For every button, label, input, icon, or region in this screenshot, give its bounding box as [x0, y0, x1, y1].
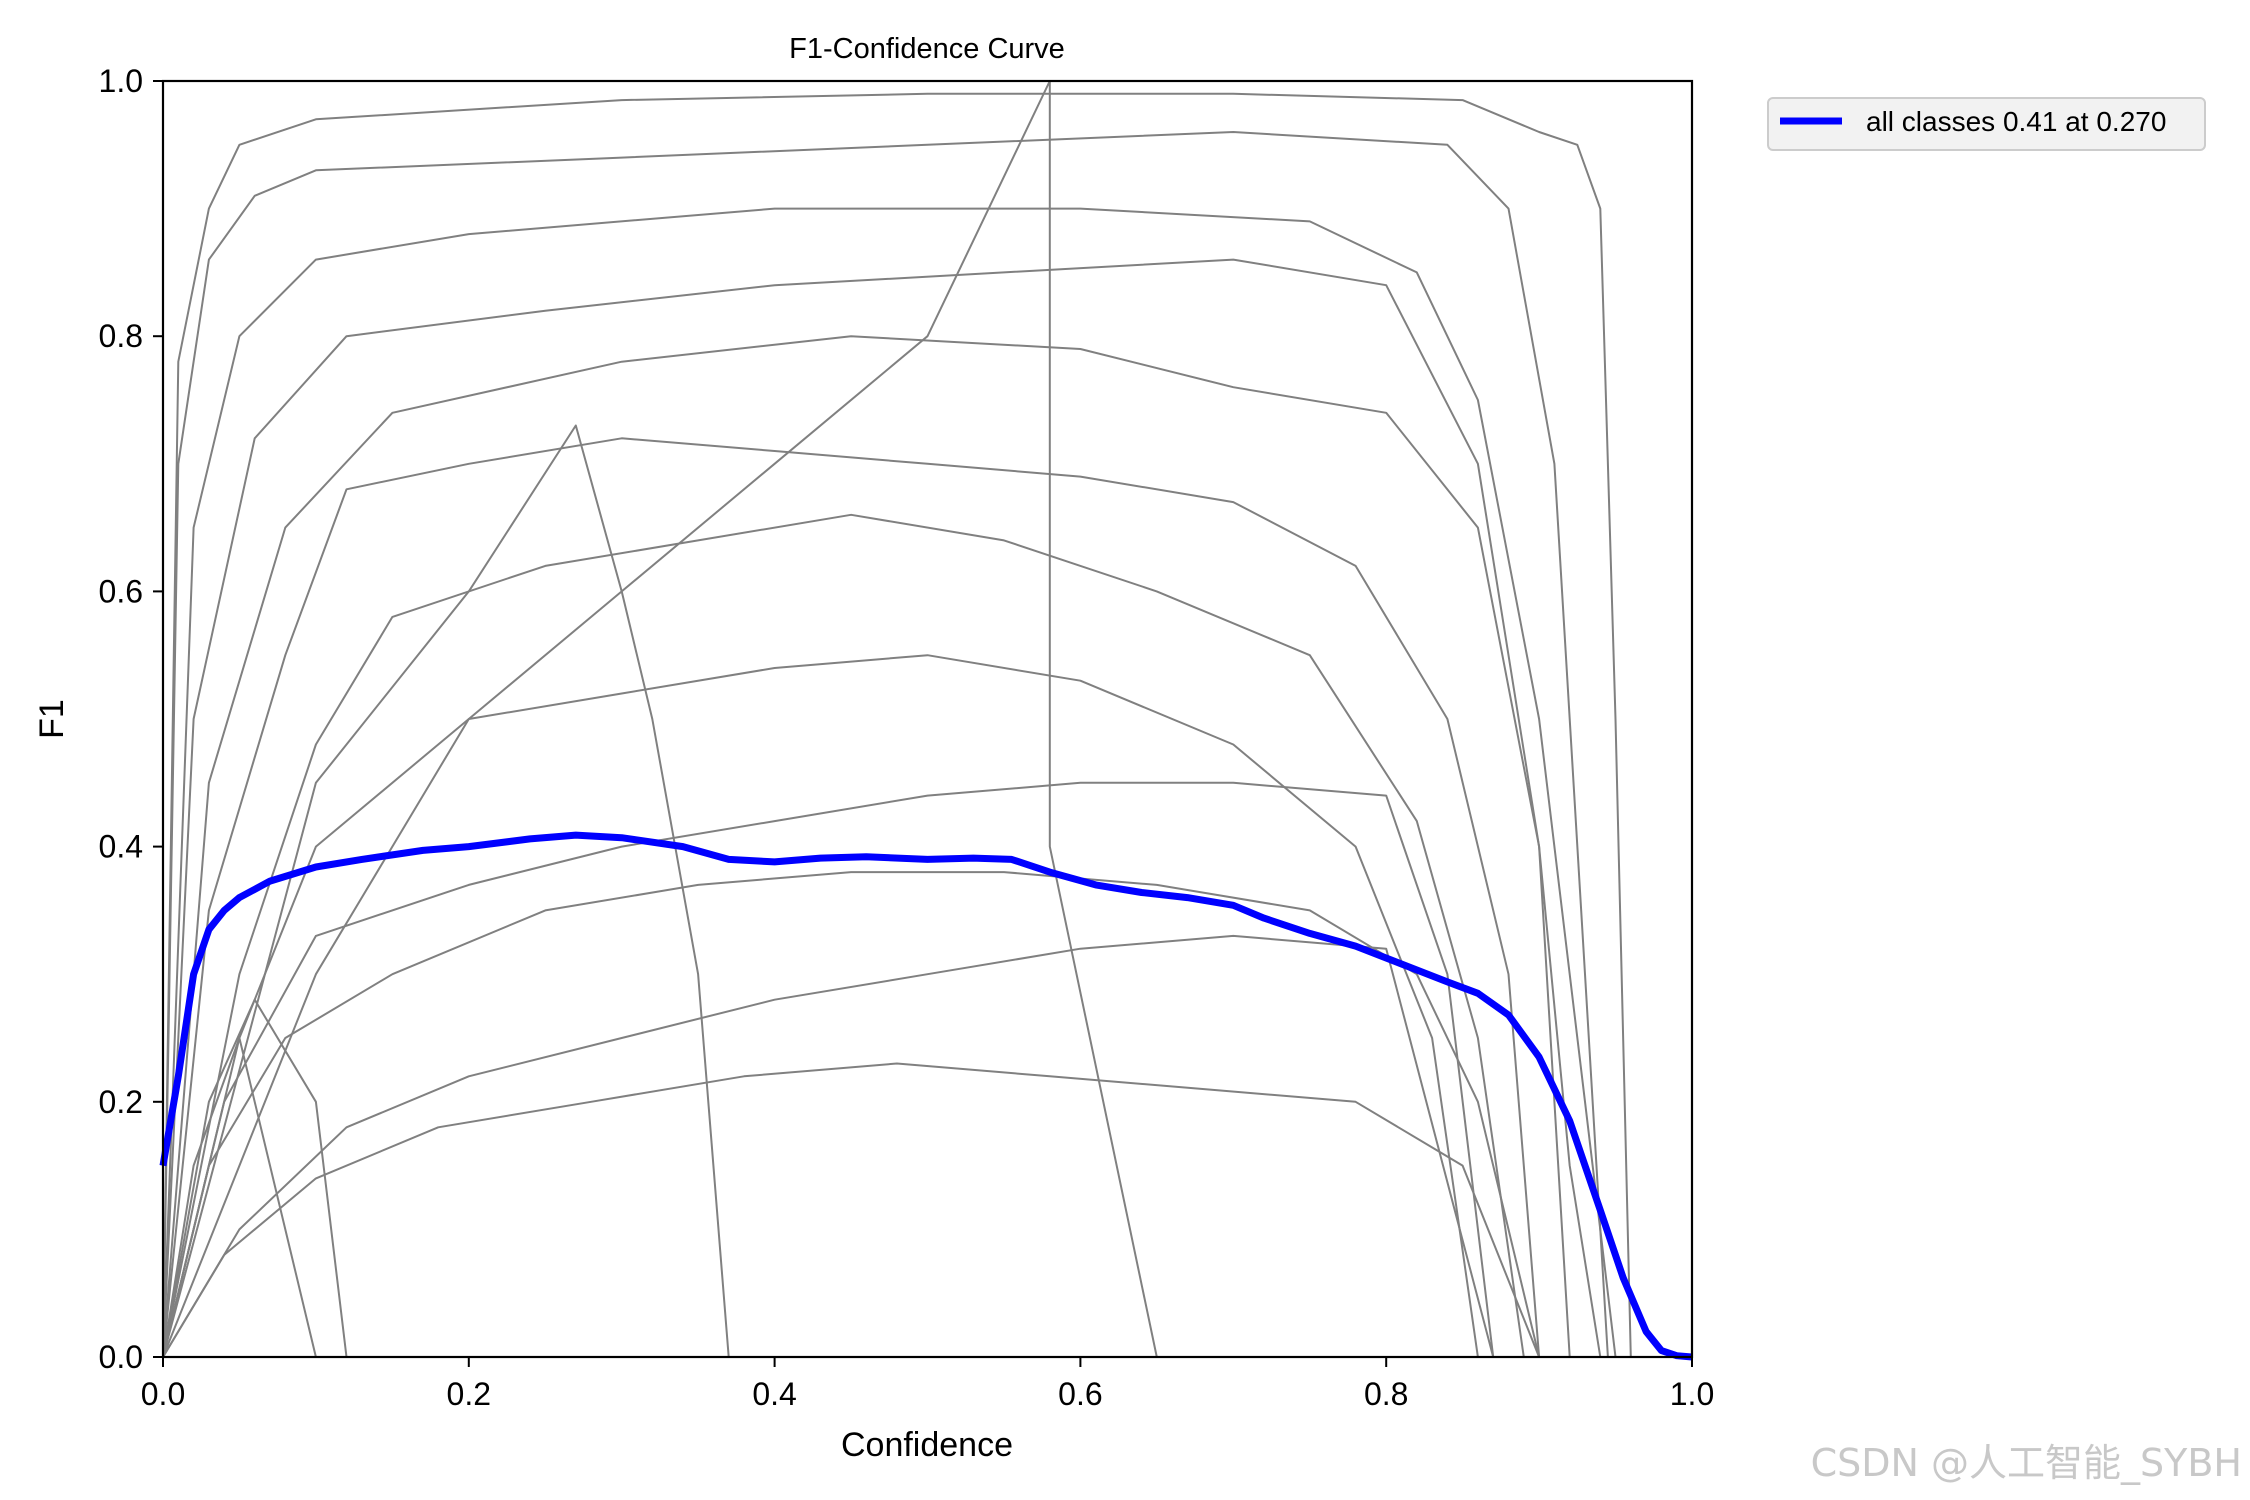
y-axis-label: F1	[33, 699, 71, 739]
legend-box	[1767, 97, 2206, 151]
x-tick-label: 0.2	[447, 1376, 491, 1412]
x-tick-label: 0.8	[1364, 1376, 1408, 1412]
x-axis: 0.0 0.2 0.4 0.6 0.8 1.0	[141, 1357, 1714, 1412]
series-line-class-3	[162, 207, 1617, 1358]
series-line-class-10	[162, 871, 1541, 1358]
y-tick-label: 0.2	[99, 1084, 143, 1120]
y-tick-label: 1.0	[99, 63, 143, 99]
series-line-class-15	[162, 80, 1158, 1358]
series-line-class-16	[162, 424, 730, 1358]
series-line-class-6	[162, 437, 1541, 1358]
series-line-class-5	[162, 335, 1602, 1358]
y-axis: 0.0 0.2 0.4 0.6 0.8 1.0	[99, 63, 163, 1375]
y-tick-label: 0.0	[99, 1339, 143, 1375]
curves-group	[159, 80, 1693, 1361]
series-line-class-12	[162, 1062, 1541, 1358]
chart-title: F1-Confidence Curve	[789, 33, 1065, 65]
x-tick-label: 1.0	[1670, 1376, 1714, 1412]
series-line-class-14	[162, 1037, 317, 1358]
legend-label-all-classes: all classes 0.41 at 0.270	[1866, 106, 2166, 137]
x-axis-label: Confidence	[841, 1426, 1013, 1464]
series-line-class-2	[162, 131, 1609, 1358]
legend: all classes 0.41 at 0.270	[1767, 97, 2206, 151]
plot-frame	[161, 79, 1694, 1359]
series-line-class-8	[162, 654, 1479, 1358]
y-tick-label: 0.4	[99, 829, 143, 865]
y-tick-label: 0.8	[99, 318, 143, 354]
watermark: CSDN @人工智能_SYBH	[1811, 1441, 2242, 1485]
y-tick-label: 0.6	[99, 573, 143, 609]
series-line-class-13	[162, 998, 348, 1358]
series-line-class-4	[162, 258, 1571, 1358]
series-line-class-11	[162, 934, 1495, 1358]
series-line-class-9	[162, 781, 1495, 1358]
x-tick-label: 0.0	[141, 1376, 185, 1412]
series-line-all-classes	[159, 831, 1693, 1361]
x-tick-label: 0.4	[752, 1376, 796, 1412]
series-line-class-1	[162, 92, 1632, 1358]
x-tick-label: 0.6	[1058, 1376, 1102, 1412]
series-line-class-7	[162, 513, 1525, 1358]
